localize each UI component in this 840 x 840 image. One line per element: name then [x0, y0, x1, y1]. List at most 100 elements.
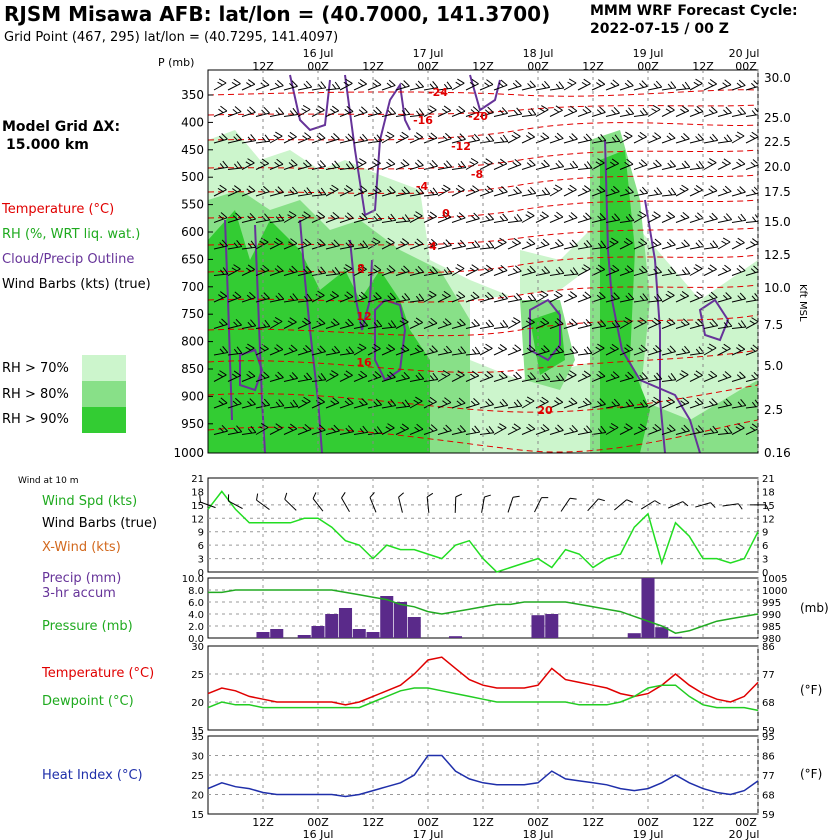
barb-shaft: [577, 111, 592, 117]
barb-shaft: [465, 246, 480, 250]
barb-shaft: [549, 166, 564, 170]
wind-barb-524: [269, 423, 283, 435]
barb-feather-2: [527, 189, 533, 195]
wind-barb-144: [549, 160, 565, 170]
barb-shaft: [521, 271, 536, 276]
wind-barb-111: [647, 132, 662, 144]
barb-feather-2: [400, 162, 406, 167]
barb-feather: [530, 186, 537, 194]
barb-shaft: [521, 349, 536, 356]
cloud-outline-9: [239, 348, 264, 392]
barb-shaft: [675, 430, 690, 435]
wind-barb-210: [353, 212, 368, 223]
barb-shaft: [563, 166, 578, 170]
wind-barb-94: [409, 132, 424, 144]
barb-shaft: [423, 350, 438, 356]
barb-feather: [765, 395, 772, 403]
barb-shaft: [395, 349, 410, 356]
barb-feather-2: [738, 322, 743, 328]
barb-feather: [767, 344, 773, 352]
barb-feather-2: [331, 269, 337, 275]
barb-shaft: [409, 243, 424, 250]
barb-feather-2: [343, 267, 349, 272]
height-tick-9: 5.0: [764, 359, 783, 373]
wind-barb-183: [535, 187, 551, 197]
barb-feather: [458, 212, 466, 219]
barb-feather: [586, 161, 593, 169]
barb-shaft: [661, 244, 676, 250]
barb-feather: [682, 397, 690, 404]
barb-feather-2: [232, 294, 238, 299]
barb-feather: [264, 319, 271, 327]
wind-barb-481: [227, 397, 242, 409]
barb-feather-2: [554, 321, 560, 326]
wind-barb-6: [297, 80, 313, 91]
surface-barb-shaft: [228, 500, 243, 510]
wind-barb-397: [731, 320, 747, 329]
forecast-cycle-value: 2022-07-15 / 00 Z: [590, 21, 729, 37]
barb-feather-2: [526, 426, 532, 431]
barb-feather: [541, 105, 549, 111]
height-axis-unit: Kft MSL: [797, 284, 808, 322]
wind-barb-517: [731, 399, 747, 409]
wind-barb-433: [675, 345, 691, 356]
barb-feather-2: [455, 267, 461, 271]
barb-shaft: [577, 296, 592, 303]
barb-shaft: [549, 429, 564, 435]
barb-feather-2: [723, 294, 728, 300]
barb-shaft: [675, 88, 690, 91]
wind-barb-349: [619, 292, 635, 303]
barb-shaft: [549, 87, 564, 91]
barb-feather: [473, 133, 481, 141]
wind-barb-461: [507, 371, 522, 382]
barb-shaft: [213, 138, 228, 144]
barb-shaft: [675, 295, 689, 303]
barb-shaft: [423, 429, 438, 435]
wind-barb-402: [241, 343, 255, 356]
barb-shaft: [213, 82, 227, 91]
barb-shaft: [703, 347, 717, 356]
barb-feather-2: [611, 322, 617, 328]
barb-shaft: [479, 376, 494, 382]
barb-feather-2: [469, 267, 476, 272]
barb-shaft: [577, 189, 591, 197]
wind-barb-364: [269, 317, 283, 329]
barb-feather: [485, 158, 493, 164]
barb-feather-2: [693, 373, 700, 378]
barb-shaft: [451, 82, 465, 91]
barb-feather: [583, 185, 592, 191]
barb-feather-2: [583, 321, 589, 327]
barb-feather-2: [539, 214, 546, 219]
barb-feather-2: [483, 346, 490, 351]
barb-feather: [236, 161, 243, 169]
barb-shaft: [465, 375, 479, 382]
barb-shaft: [395, 164, 410, 170]
barb-feather-2: [653, 83, 659, 89]
barb-feather: [599, 291, 606, 299]
barb-shaft: [605, 269, 620, 276]
barb-feather-2: [666, 135, 672, 140]
isotherm-7: [208, 227, 758, 246]
barb-shaft: [633, 243, 648, 250]
barb-feather: [499, 423, 507, 429]
wind-barb-242: [241, 240, 257, 250]
barb-feather: [642, 399, 649, 407]
barb-shaft: [241, 432, 256, 435]
wind-barb-424: [549, 345, 565, 356]
wind-barb-308: [605, 264, 620, 276]
barb-feather-2: [401, 374, 407, 380]
wind-barb-387: [591, 319, 607, 329]
precip-label: Precip (mm): [42, 571, 122, 586]
barb-feather: [418, 372, 425, 380]
barb-feather: [501, 371, 508, 378]
temp-left-tick-25: 25: [191, 670, 204, 681]
barb-feather-2: [470, 109, 476, 114]
barb-feather-2: [470, 294, 476, 299]
barb-feather: [404, 107, 411, 115]
barb-feather-2: [442, 214, 448, 220]
barb-feather: [499, 158, 508, 165]
barb-feather: [347, 133, 354, 140]
barb-feather-2: [456, 400, 462, 405]
height-tick-8: 7.5: [764, 318, 783, 332]
barb-feather-2: [303, 83, 309, 89]
